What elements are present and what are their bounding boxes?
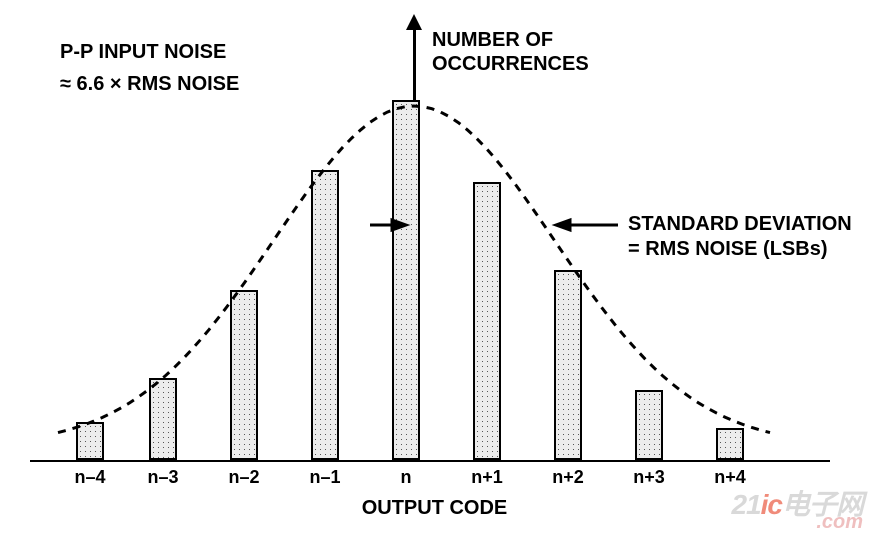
histogram-bar <box>554 270 582 460</box>
tick-label: n–2 <box>228 467 259 488</box>
histogram-bar <box>473 182 501 460</box>
y-axis-arrowhead-icon <box>406 14 422 30</box>
tick-label: n–3 <box>147 467 178 488</box>
sigma-arrow-icon <box>556 220 618 230</box>
histogram-bar <box>716 428 744 460</box>
y-axis-label: NUMBER OF OCCURRENCES <box>432 28 589 76</box>
pp-noise-note: P-P INPUT NOISE ≈ 6.6 × RMS NOISE <box>60 36 239 100</box>
tick-label: n+4 <box>714 467 746 488</box>
tick-label: n+1 <box>471 467 503 488</box>
y-axis-label-line2: OCCURRENCES <box>432 52 589 76</box>
histogram-bar <box>311 170 339 460</box>
tick-label: n+3 <box>633 467 665 488</box>
tick-label: n–1 <box>309 467 340 488</box>
histogram-bar <box>149 378 177 460</box>
tick-label: n–4 <box>74 467 105 488</box>
x-axis-baseline <box>30 460 830 462</box>
std-dev-label: STANDARD DEVIATION = RMS NOISE (LSBs) <box>628 212 852 262</box>
y-axis-label-line1: NUMBER OF <box>432 28 589 52</box>
std-dev-line1: STANDARD DEVIATION <box>628 212 852 237</box>
std-dev-line2: = RMS NOISE (LSBs) <box>628 237 852 262</box>
tick-label: n <box>401 467 412 488</box>
histogram-bar <box>635 390 663 460</box>
histogram-bar <box>76 422 104 460</box>
histogram-chart: P-P INPUT NOISE ≈ 6.6 × RMS NOISE NUMBER… <box>0 0 869 537</box>
histogram-bar <box>392 100 420 460</box>
pp-noise-line1: P-P INPUT NOISE <box>60 36 239 68</box>
x-axis-title: OUTPUT CODE <box>0 497 869 520</box>
histogram-bar <box>230 290 258 460</box>
tick-label: n+2 <box>552 467 584 488</box>
pp-noise-line2: ≈ 6.6 × RMS NOISE <box>60 68 239 100</box>
